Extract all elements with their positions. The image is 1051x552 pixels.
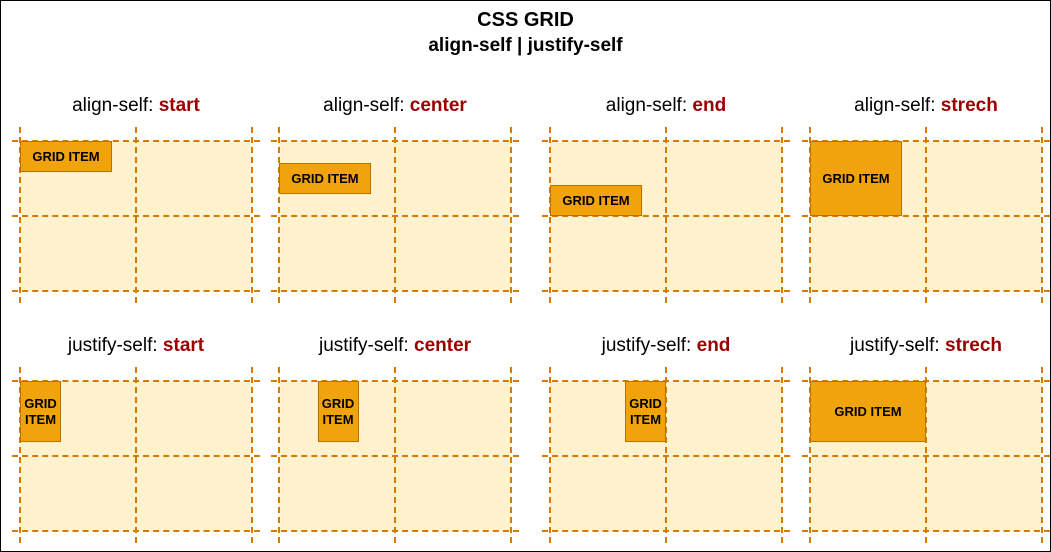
grid-column-line	[394, 367, 396, 543]
grid-column-line	[19, 127, 21, 303]
property-value: end	[687, 95, 727, 116]
grid-column-line	[665, 127, 667, 303]
grid-item-label: GRID ITEM	[291, 170, 359, 186]
property-name: align-self:	[72, 95, 154, 116]
property-value: strech	[935, 95, 998, 116]
grid-item-label: GRID ITEM	[834, 403, 902, 419]
grid-item: GRID ITEM	[20, 141, 112, 172]
grid-item: GRID ITEM	[625, 381, 666, 442]
grid-column-line	[278, 127, 280, 303]
property-value: strech	[939, 335, 1003, 356]
grid-column-line	[251, 367, 253, 543]
grid-column-line	[665, 367, 667, 543]
property-value: center	[408, 335, 472, 356]
property-value: end	[691, 335, 731, 356]
grid-item-label-line: GRID	[24, 395, 57, 411]
panel-title-justify-start: justify-self: start	[16, 335, 256, 357]
property-name: align-self:	[323, 95, 405, 116]
panel-title-align-strech: align-self: strech	[806, 95, 1046, 117]
property-name: align-self:	[854, 95, 936, 116]
grid-column-line	[1041, 127, 1043, 303]
property-name: justify-self:	[318, 335, 409, 356]
grid-column-line	[781, 127, 783, 303]
grid-column-line	[925, 367, 927, 543]
grid-item-label: GRID ITEM	[822, 170, 890, 186]
property-name: justify-self:	[849, 335, 940, 356]
grid-item-label-line: ITEM	[24, 411, 57, 427]
panel-title-align-start: align-self: start	[16, 95, 256, 117]
grid-column-line	[251, 127, 253, 303]
property-value: start	[153, 95, 200, 116]
grid-column-line	[278, 367, 280, 543]
property-name: align-self:	[605, 95, 688, 116]
property-name: justify-self:	[67, 335, 158, 356]
grid-column-line	[135, 367, 137, 543]
grid-item: GRID ITEM	[810, 381, 926, 442]
property-name: justify-self:	[601, 335, 692, 356]
panel-title-justify-strech: justify-self: strech	[806, 335, 1046, 357]
grid-item: GRID ITEM	[317, 381, 359, 442]
grid-column-line	[135, 127, 137, 303]
grid-item-label: GRID ITEM	[562, 192, 630, 208]
diagram-subtitle: align-self | justify-self	[428, 35, 623, 56]
panel-title-justify-end: justify-self: end	[546, 335, 786, 357]
grid-column-line	[781, 367, 783, 543]
grid-item: GRID ITEM	[550, 185, 642, 216]
grid-item-label-line: GRID	[629, 395, 662, 411]
grid-column-line	[510, 127, 512, 303]
grid-item: GRID ITEM	[810, 141, 902, 216]
panel-title-align-end: align-self: end	[546, 95, 786, 117]
grid-column-line	[809, 367, 811, 543]
property-value: start	[157, 335, 205, 356]
grid-item: GRID ITEM	[279, 163, 371, 194]
grid-column-line	[1041, 367, 1043, 543]
grid-item-label-line: GRID	[321, 395, 355, 411]
panel-title-justify-center: justify-self: center	[275, 335, 515, 357]
grid-item-label-line: ITEM	[322, 411, 354, 427]
grid-item-label: GRID ITEM	[32, 148, 100, 164]
diagram-title: CSS GRID	[477, 9, 574, 31]
grid-column-line	[925, 127, 927, 303]
grid-item: GRID ITEM	[20, 381, 61, 442]
grid-column-line	[19, 367, 21, 543]
grid-column-line	[549, 367, 551, 543]
property-value: center	[404, 95, 467, 116]
grid-column-line	[510, 367, 512, 543]
grid-column-line	[394, 127, 396, 303]
grid-item-label-line: ITEM	[629, 411, 662, 427]
panel-title-align-center: align-self: center	[275, 95, 515, 117]
